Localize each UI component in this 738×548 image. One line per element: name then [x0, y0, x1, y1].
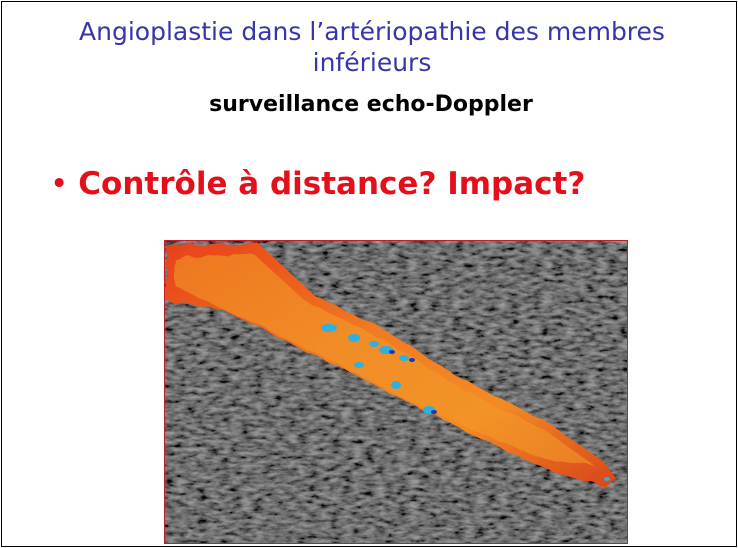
- ultrasound-image: [164, 240, 628, 544]
- slide-subtitle: surveillance echo-Doppler: [2, 92, 738, 117]
- bullet-list: Contrôle à distance? Impact?: [50, 166, 585, 202]
- slide-title: Angioplastie dans l’artériopathie des me…: [62, 16, 682, 78]
- bullet: Contrôle à distance? Impact?: [50, 166, 585, 202]
- slide: Angioplastie dans l’artériopathie des me…: [1, 1, 737, 547]
